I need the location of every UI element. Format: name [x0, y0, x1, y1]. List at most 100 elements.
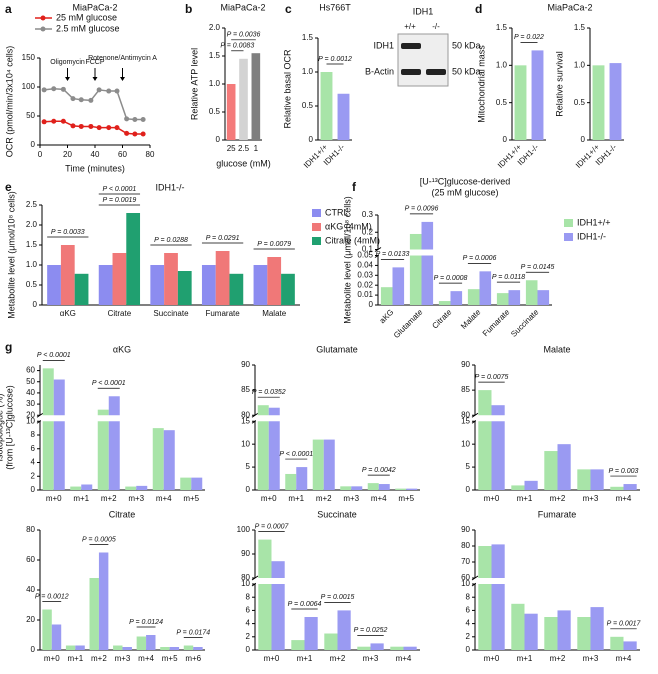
y-tick-label: 0: [31, 140, 36, 149]
p-value: P < 0.0001: [279, 451, 313, 458]
break-gap: [476, 578, 641, 584]
bar: [531, 50, 544, 140]
legend-swatch: [312, 223, 321, 231]
chart-title: MiaPaCa-2: [547, 2, 592, 12]
y-tick-label: 10: [461, 579, 470, 588]
point: [124, 130, 130, 136]
point: [114, 88, 120, 94]
blot-lane: -/-: [432, 22, 440, 31]
bar: [409, 233, 422, 305]
bar: [122, 647, 132, 650]
p-value: P = 0.022: [514, 34, 544, 41]
chart-title: αKG: [113, 344, 131, 354]
bar: [268, 407, 280, 490]
legend-label: CTRL: [325, 207, 349, 217]
bar: [163, 430, 175, 490]
chart-title: [U-¹³C]glucose-derived: [420, 176, 511, 186]
bar: [180, 477, 192, 490]
p-value: P = 0.0145: [521, 264, 555, 271]
annotation: FCCP: [85, 59, 104, 66]
bar: [47, 265, 61, 305]
y-tick-label: 20: [26, 410, 35, 419]
y-tick-label: 1.0: [302, 67, 314, 76]
y-tick-label: 1.5: [26, 240, 38, 249]
bar: [395, 488, 407, 490]
bar: [126, 213, 141, 305]
p-value: P = 0.0252: [354, 627, 388, 634]
y-tick-label: 0: [309, 135, 314, 144]
p-value: P = 0.0033: [51, 229, 85, 236]
y-tick-label: 0.5: [496, 98, 508, 107]
arrow-head: [92, 77, 98, 81]
bar: [324, 633, 338, 650]
chart-title: Citrate: [109, 509, 136, 519]
bar: [291, 640, 305, 650]
x-tick-label: 40: [91, 150, 100, 159]
p-value: P = 0.0083: [220, 43, 254, 50]
y-tick-label: 80: [461, 541, 470, 550]
x-tick-label: Fumarate: [481, 307, 512, 338]
x-tick-label: m+3: [583, 654, 599, 663]
bar: [150, 265, 165, 305]
bar: [544, 451, 558, 490]
bar: [421, 221, 434, 305]
x-tick-label: m+0: [261, 494, 277, 503]
point: [78, 123, 84, 129]
bar: [60, 245, 75, 305]
bar: [98, 552, 109, 650]
y-tick-label: 30: [26, 399, 35, 408]
y-axis-label: OCR (pmol/min/3x10⁴ cells): [4, 46, 14, 157]
y-tick-label: 50: [26, 377, 35, 386]
blot-title: IDH1: [413, 6, 434, 16]
bar: [544, 617, 558, 650]
bar: [390, 646, 404, 650]
legend-swatch: [564, 233, 573, 241]
bar: [183, 645, 194, 650]
p-value: P < 0.0001: [37, 352, 71, 359]
p-value: P = 0.0133: [376, 251, 410, 258]
bar: [609, 63, 622, 140]
legend-label: IDH1-/-: [577, 231, 606, 241]
legend-label: 25 mM glucose: [56, 12, 117, 22]
y-tick-label: 6: [246, 606, 251, 615]
legend-label: αKG (4mM): [325, 221, 372, 231]
bar: [577, 617, 591, 650]
x-tick-label: Citrate: [108, 309, 132, 318]
bar: [296, 467, 308, 490]
x-tick-label: m+6: [185, 654, 201, 663]
x-tick-label: Fumarate: [205, 309, 240, 318]
p-value: P = 0.0006: [463, 255, 497, 262]
bar: [392, 267, 405, 305]
y-tick-label: 0: [369, 300, 374, 309]
x-tick-label: m+1: [73, 494, 89, 503]
y-tick-label: 4: [466, 619, 471, 628]
point: [88, 97, 94, 103]
bar: [108, 396, 120, 490]
legend-label: IDH1+/+: [577, 217, 611, 227]
blot-band: [426, 69, 446, 75]
point: [78, 97, 84, 103]
bar: [491, 405, 505, 490]
y-tick-label: 150: [22, 53, 36, 62]
y-tick-label: 60: [26, 555, 35, 564]
y-tick-label: 0: [466, 645, 471, 654]
y-tick-label: 0: [581, 135, 586, 144]
y-tick-label: 8: [31, 430, 36, 439]
y-tick-label: 60: [26, 366, 35, 375]
bar: [253, 265, 268, 305]
y-tick-label: 80: [26, 525, 35, 534]
p-value: P = 0.0096: [405, 206, 439, 213]
legend-label: Citrate (4mM): [325, 235, 380, 245]
y-tick-label: 0: [246, 485, 251, 494]
y-tick-label: 8: [466, 592, 471, 601]
bar: [74, 273, 89, 305]
x-tick-label: m+3: [343, 494, 359, 503]
y-tick-label: 80: [461, 410, 470, 419]
chart-subtitle: (25 mM glucose): [431, 187, 498, 197]
bar: [557, 610, 571, 650]
y-tick-label: 0: [33, 300, 38, 309]
bar: [89, 578, 99, 650]
p-value: P = 0.0075: [475, 374, 509, 381]
p-value: P = 0.003: [609, 468, 639, 475]
